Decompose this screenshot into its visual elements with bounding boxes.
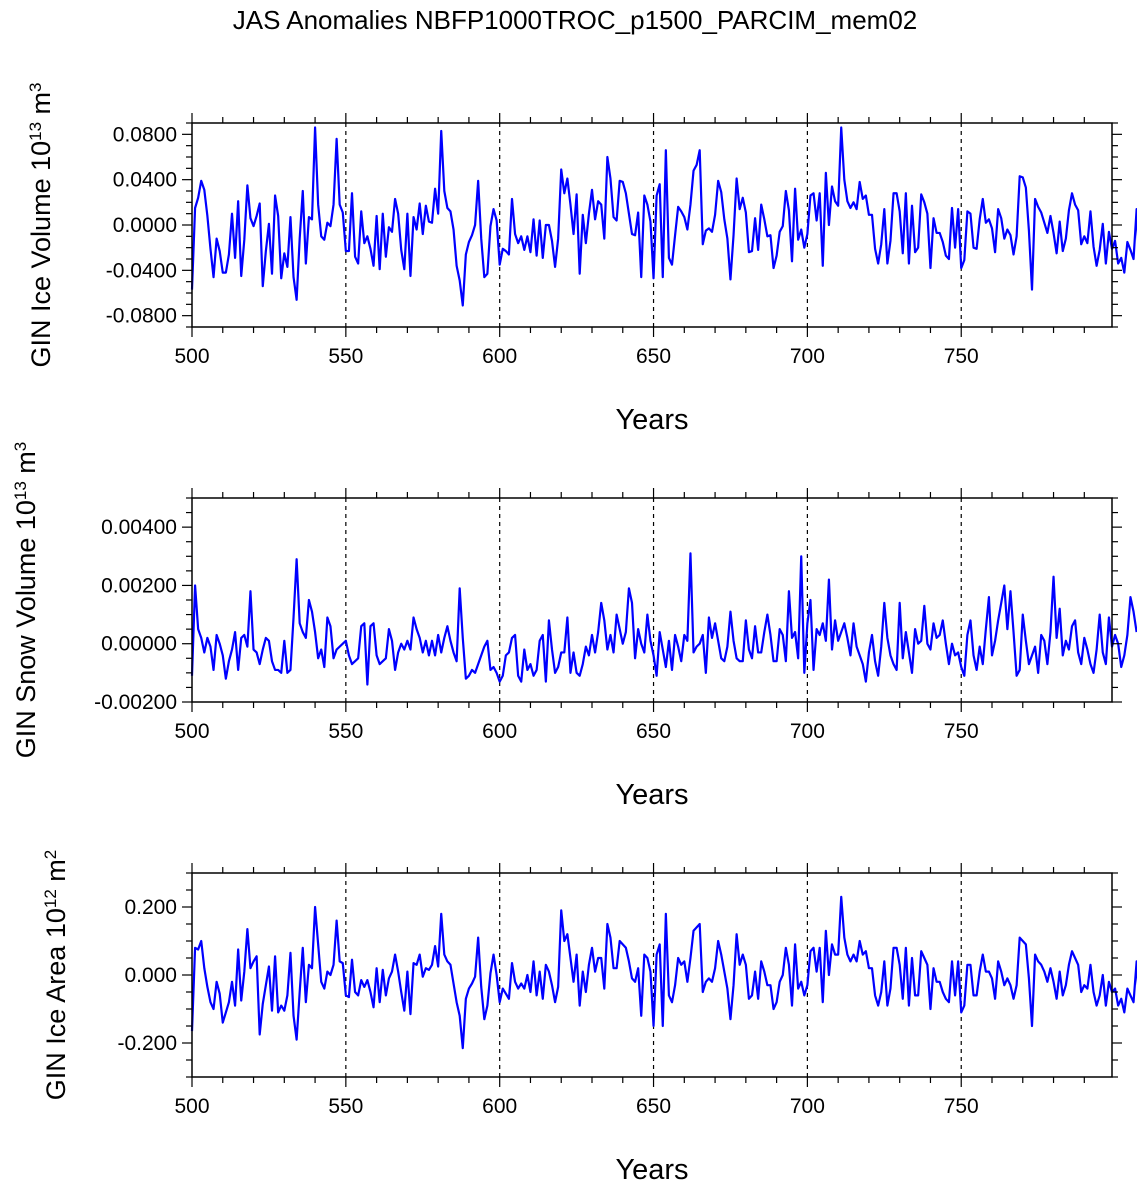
ice-area-x-tick-label: 650: [636, 1095, 671, 1118]
ice-volume-y-axis-label: GIN Ice Volume 1013 m3: [26, 82, 57, 367]
ice-volume-x-tick-label: 650: [636, 345, 671, 368]
snow-volume-y-tick-label: 0.00400: [101, 516, 177, 539]
ice-volume-y-label-ylabel-main: GIN Ice Volume 10: [26, 141, 56, 368]
ice-area-panel: -0.200 0.000 0.200 500 550 600 650 700 750 Years G…: [41, 850, 1137, 1186]
snow-volume-y-label-ylabel-unit: m: [11, 451, 41, 481]
ice-area-y-tick-label: -0.200: [117, 1032, 177, 1055]
snow-volume-y-label-ylabel-exp: 13: [11, 481, 30, 500]
snow-volume-y-tick-label: 0.00200: [101, 574, 177, 597]
ice-area-y-label-ylabel-unit: m: [41, 859, 71, 889]
snow-volume-x-tick-label: 700: [790, 720, 825, 743]
snow-volume-x-axis-label: Years: [615, 779, 688, 811]
snow-volume-x-tick-label: 750: [944, 720, 979, 743]
ice-area-x-tick-label: 550: [328, 1095, 363, 1118]
ice-area-x-tick-label: 600: [482, 1095, 517, 1118]
ice-volume-y-tick-label: 0.0400: [113, 169, 177, 192]
ice-area-x-axis-label: Years: [615, 1154, 688, 1186]
ice-volume-y-label-ylabel-unit-exp: 3: [26, 82, 45, 91]
ice-volume-y-tick-label: 0.0000: [113, 214, 177, 237]
snow-volume-series-line: [190, 552, 1137, 686]
ice-area-y-label-ylabel-main: GIN Ice Area 10: [41, 908, 71, 1100]
snow-volume-y-tick-label: 0.00000: [101, 633, 177, 656]
ice-area-y-tick-label: 0.200: [124, 896, 177, 919]
snow-volume-y-tick-label: -0.00200: [94, 691, 177, 714]
snow-volume-y-axis-label: GIN Snow Volume 1013 m3: [11, 442, 42, 759]
ice-volume-series-line: [190, 126, 1137, 307]
ice-volume-y-tick-label: -0.0800: [106, 305, 177, 328]
snow-volume-x-tick-label: 550: [328, 720, 363, 743]
ice-area-y-axis-label: GIN Ice Area 1012 m2: [41, 850, 72, 1101]
ice-volume-x-tick-label: 700: [790, 345, 825, 368]
ice-area-y-label-ylabel-exp: 12: [41, 889, 60, 908]
ice-area-y-label-ylabel-unit-exp: 2: [41, 850, 60, 859]
snow-volume-plot-frame: [191, 497, 1113, 703]
ice-area-series-line: [190, 895, 1137, 1050]
snow-volume-panel: -0.00200 0.00000 0.00200 0.00400 500 550 600 65…: [11, 442, 1137, 811]
chart-title: JAS Anomalies NBFP1000TROC_p1500_PARCIM_…: [233, 5, 918, 35]
snow-volume-y-label-ylabel-main: GIN Snow Volume 10: [11, 500, 41, 758]
ice-area-x-tick-label: 500: [174, 1095, 209, 1118]
ice-volume-y-tick-label: -0.0400: [106, 259, 177, 282]
ice-area-y-tick-label: 0.000: [124, 964, 177, 987]
ice-area-x-tick-label: 700: [790, 1095, 825, 1118]
snow-volume-x-tick-label: 650: [636, 720, 671, 743]
snow-volume-x-tick-label: 600: [482, 720, 517, 743]
ice-volume-y-label-ylabel-exp: 13: [26, 122, 45, 141]
ice-volume-y-tick-label: 0.0800: [113, 123, 177, 146]
ice-volume-y-label-ylabel-unit: m: [26, 92, 56, 122]
ice-area-x-tick-label: 750: [944, 1095, 979, 1118]
ice-volume-x-tick-label: 750: [944, 345, 979, 368]
ice-volume-panel: -0.0800 -0.0400 0.0000 0.0400 0.0800 500 550 60…: [26, 82, 1137, 436]
ice-volume-x-tick-label: 600: [482, 345, 517, 368]
snow-volume-x-tick-label: 500: [174, 720, 209, 743]
ice-volume-x-axis-label: Years: [615, 404, 688, 436]
ice-volume-x-tick-label: 550: [328, 345, 363, 368]
snow-volume-y-label-ylabel-unit-exp: 3: [11, 442, 30, 451]
ice-volume-x-tick-label: 500: [174, 345, 209, 368]
